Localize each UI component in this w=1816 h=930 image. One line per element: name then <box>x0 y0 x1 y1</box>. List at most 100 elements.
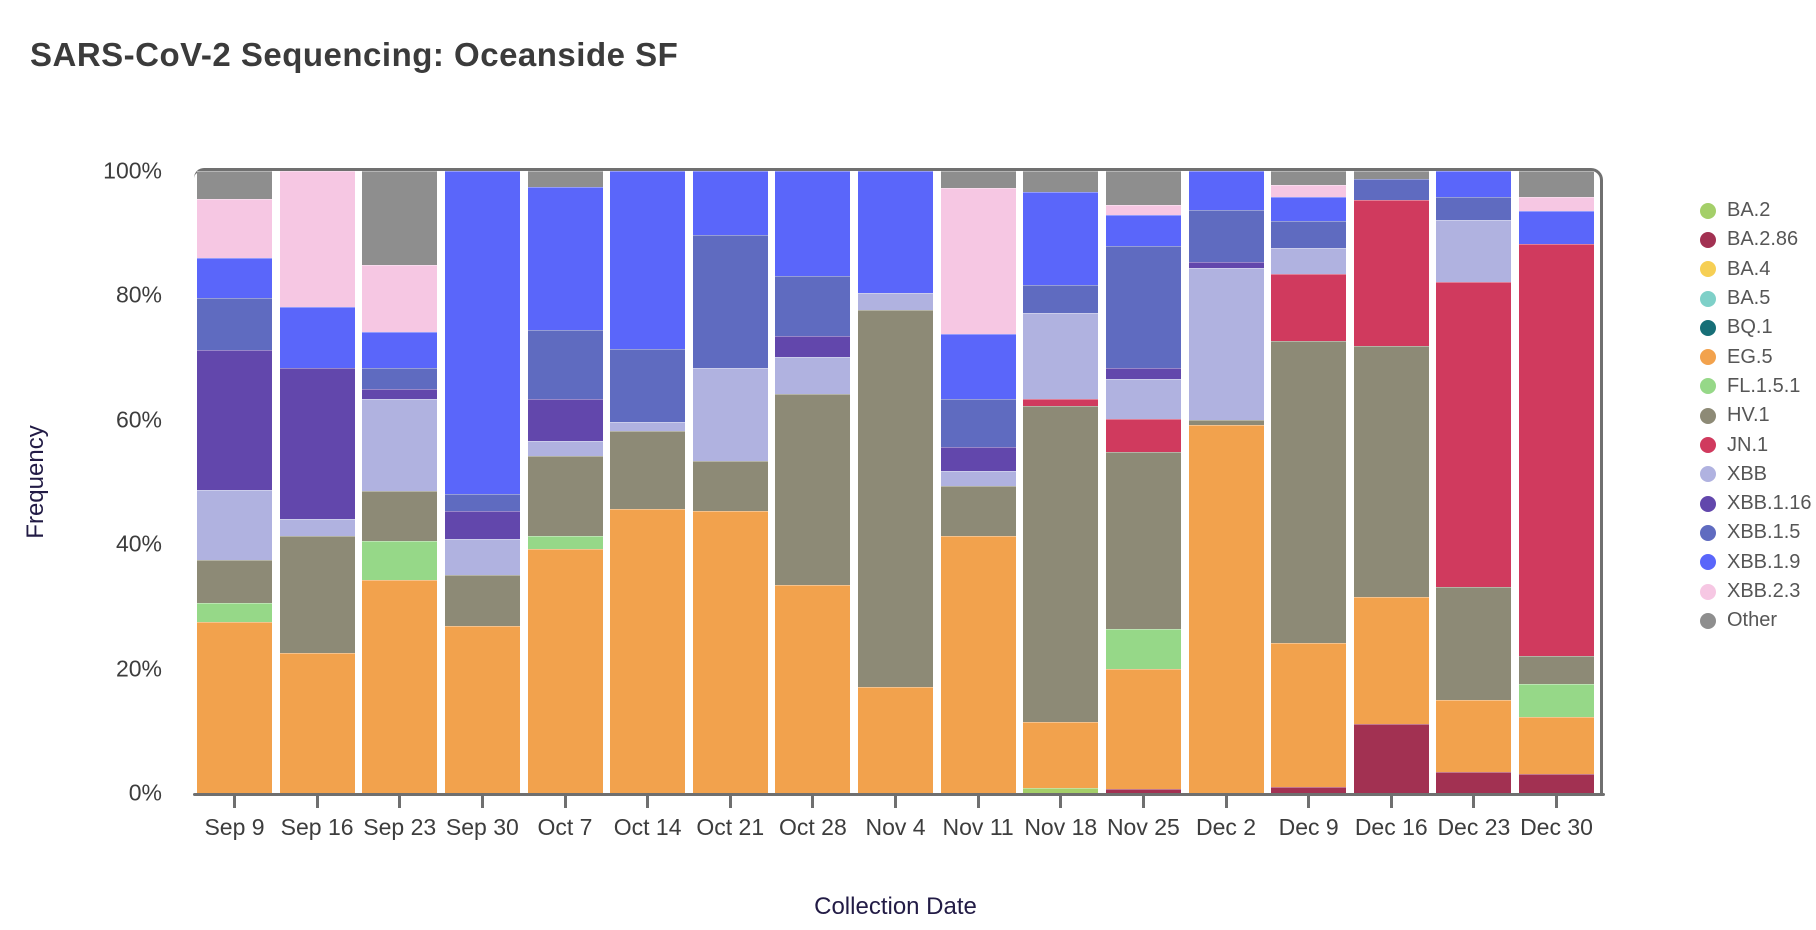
bar-segment-xbb[interactable] <box>858 292 933 310</box>
bar-segment-xbb.1.5[interactable] <box>940 399 1016 447</box>
bar-segment-xbb[interactable] <box>1105 378 1181 419</box>
bar-segment-xbb.1.5[interactable] <box>362 368 438 389</box>
bar-segment-xbb.2.3[interactable] <box>279 171 355 307</box>
bar-segment-xbb[interactable] <box>527 440 603 456</box>
bar-segment-xbb.1.5[interactable] <box>1023 284 1099 313</box>
bar-segment-xbb.1.5[interactable] <box>775 275 851 336</box>
bar-segment-eg.5[interactable] <box>1023 722 1099 789</box>
bar-segment-xbb[interactable] <box>197 490 272 560</box>
bar-segment-hv.1[interactable] <box>940 485 1016 537</box>
bar-segment-xbb.1.9[interactable] <box>527 186 603 330</box>
bar-segment-ba.2[interactable] <box>1023 788 1099 793</box>
bar-segment-hv.1[interactable] <box>1436 586 1512 701</box>
legend-item-xbb.2.3[interactable]: XBB.2.3 <box>1700 577 1812 606</box>
bar-segment-xbb.1.9[interactable] <box>610 171 686 349</box>
bar-segment-xbb.2.3[interactable] <box>1105 205 1181 215</box>
legend-item-ba.2.86[interactable]: BA.2.86 <box>1700 225 1812 254</box>
bar-segment-xbb.1.16[interactable] <box>362 388 438 400</box>
bar-segment-xbb[interactable] <box>692 367 768 461</box>
bar-segment-hv.1[interactable] <box>775 394 851 585</box>
bar-segment-xbb[interactable] <box>1436 219 1512 282</box>
legend-item-ba.2[interactable]: BA.2 <box>1700 196 1812 225</box>
bar-segment-other[interactable] <box>1271 171 1347 186</box>
bar-segment-hv.1[interactable] <box>1105 452 1181 630</box>
legend-item-ba.5[interactable]: BA.5 <box>1700 284 1812 313</box>
bar-segment-xbb.2.3[interactable] <box>940 187 1016 335</box>
bar-segment-xbb.1.9[interactable] <box>1188 171 1264 210</box>
bar-segment-xbb[interactable] <box>1023 312 1099 399</box>
bar-segment-xbb.1.16[interactable] <box>444 511 520 540</box>
bar-segment-eg.5[interactable] <box>279 653 355 793</box>
bar-segment-xbb[interactable] <box>1271 247 1347 275</box>
bar-segment-xbb.1.9[interactable] <box>1271 197 1347 221</box>
bar-segment-jn.1[interactable] <box>1023 398 1099 407</box>
bar-segment-other[interactable] <box>1023 171 1099 193</box>
bar-segment-eg.5[interactable] <box>527 548 603 793</box>
bar-segment-fl.1.5.1[interactable] <box>1519 683 1594 717</box>
bar-segment-jn.1[interactable] <box>1105 418 1181 453</box>
bar-segment-xbb.1.9[interactable] <box>775 171 851 276</box>
bar-segment-hv.1[interactable] <box>610 431 686 510</box>
legend-item-ba.4[interactable]: BA.4 <box>1700 255 1812 284</box>
bar-segment-eg.5[interactable] <box>1353 597 1429 724</box>
bar-segment-xbb.2.3[interactable] <box>1519 196 1594 212</box>
bar-segment-xbb.1.5[interactable] <box>1436 197 1512 220</box>
legend-item-eg.5[interactable]: EG.5 <box>1700 342 1812 371</box>
bar-segment-xbb.2.3[interactable] <box>1271 185 1347 198</box>
bar-segment-fl.1.5.1[interactable] <box>362 541 438 580</box>
bar-segment-xbb.1.5[interactable] <box>1353 179 1429 200</box>
bar-segment-xbb.1.16[interactable] <box>197 349 272 491</box>
bar-segment-jn.1[interactable] <box>1436 281 1512 587</box>
bar-segment-xbb.1.16[interactable] <box>940 446 1016 472</box>
legend-item-xbb.1.9[interactable]: XBB.1.9 <box>1700 548 1812 577</box>
bar-segment-xbb.1.9[interactable] <box>858 171 933 293</box>
bar-segment-xbb.1.5[interactable] <box>692 235 768 368</box>
bar-segment-other[interactable] <box>940 171 1016 188</box>
bar-segment-jn.1[interactable] <box>1271 274 1347 341</box>
bar-segment-eg.5[interactable] <box>1105 669 1181 789</box>
legend-item-bq.1[interactable]: BQ.1 <box>1700 313 1812 342</box>
bar-segment-eg.5[interactable] <box>940 536 1016 793</box>
bar-segment-xbb.1.9[interactable] <box>279 306 355 368</box>
bar-segment-xbb.2.3[interactable] <box>197 199 272 259</box>
bar-segment-hv.1[interactable] <box>858 309 933 688</box>
bar-segment-fl.1.5.1[interactable] <box>527 536 603 549</box>
bar-segment-xbb.1.5[interactable] <box>1271 220 1347 248</box>
bar-segment-other[interactable] <box>527 171 603 187</box>
bar-segment-xbb[interactable] <box>775 357 851 395</box>
bar-segment-eg.5[interactable] <box>1519 716 1594 774</box>
bar-segment-eg.5[interactable] <box>610 509 686 793</box>
bar-segment-hv.1[interactable] <box>1188 419 1264 425</box>
bar-segment-xbb.1.9[interactable] <box>1519 211 1594 245</box>
bar-segment-other[interactable] <box>1519 171 1594 197</box>
bar-segment-hv.1[interactable] <box>362 490 438 542</box>
bar-segment-xbb[interactable] <box>610 421 686 432</box>
legend-item-xbb.1.16[interactable]: XBB.1.16 <box>1700 489 1812 518</box>
bar-segment-xbb.1.16[interactable] <box>279 367 355 519</box>
legend-item-fl.1.5.1[interactable]: FL.1.5.1 <box>1700 372 1812 401</box>
bar-segment-ba.2.86[interactable] <box>1436 772 1512 793</box>
bar-segment-xbb.1.9[interactable] <box>1105 214 1181 246</box>
bar-segment-xbb.1.9[interactable] <box>692 171 768 236</box>
bar-segment-xbb.1.9[interactable] <box>444 171 520 494</box>
bar-segment-hv.1[interactable] <box>279 535 355 654</box>
bar-segment-xbb.2.3[interactable] <box>362 264 438 333</box>
bar-segment-xbb.1.16[interactable] <box>775 335 851 357</box>
legend-item-hv.1[interactable]: HV.1 <box>1700 401 1812 430</box>
bar-segment-eg.5[interactable] <box>1436 700 1512 773</box>
bar-segment-hv.1[interactable] <box>444 574 520 626</box>
bar-segment-hv.1[interactable] <box>1271 340 1347 644</box>
bar-segment-xbb[interactable] <box>362 399 438 491</box>
bar-segment-xbb.1.5[interactable] <box>197 297 272 350</box>
bar-segment-other[interactable] <box>1105 171 1181 206</box>
bar-segment-hv.1[interactable] <box>1023 406 1099 723</box>
bar-segment-xbb.1.5[interactable] <box>444 493 520 512</box>
bar-segment-xbb[interactable] <box>940 471 1016 486</box>
bar-segment-ba.2.86[interactable] <box>1519 773 1594 793</box>
bar-segment-xbb.1.9[interactable] <box>1023 192 1099 285</box>
bar-segment-eg.5[interactable] <box>1271 643 1347 788</box>
bar-segment-xbb.1.9[interactable] <box>362 332 438 369</box>
bar-segment-jn.1[interactable] <box>1353 199 1429 347</box>
bar-segment-xbb.1.5[interactable] <box>1188 209 1264 263</box>
bar-segment-ba.2.86[interactable] <box>1105 788 1181 793</box>
